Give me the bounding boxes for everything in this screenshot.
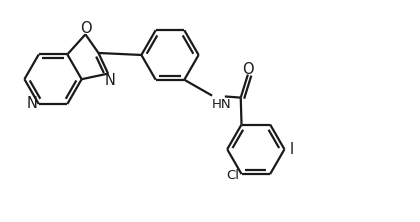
- Text: I: I: [289, 142, 294, 157]
- Text: O: O: [80, 21, 92, 36]
- Text: N: N: [26, 97, 37, 111]
- Text: Cl: Cl: [226, 169, 239, 182]
- Text: HN: HN: [212, 98, 232, 111]
- Text: N: N: [105, 73, 116, 88]
- Text: O: O: [242, 61, 254, 77]
